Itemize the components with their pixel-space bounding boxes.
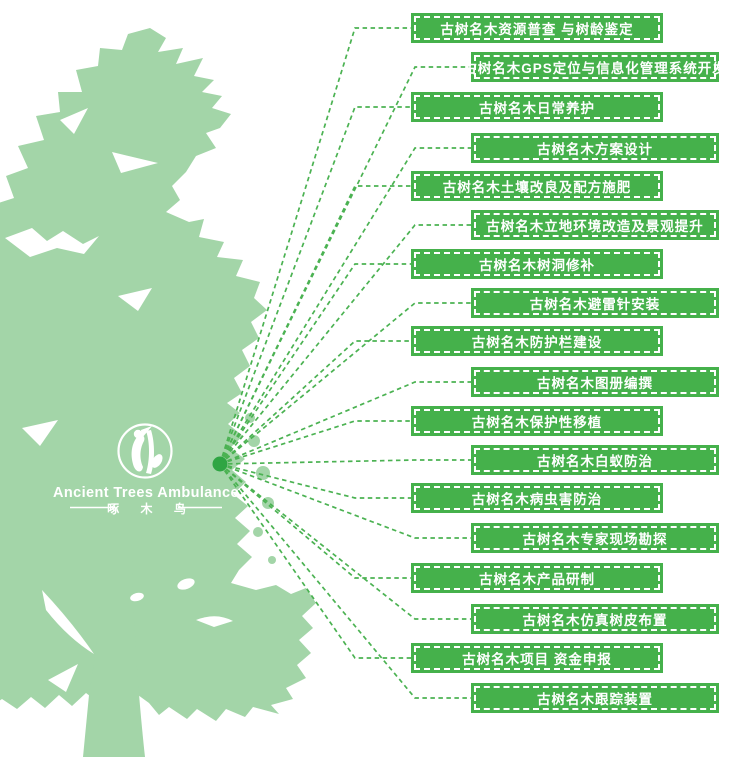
connector-line — [219, 463, 411, 659]
service-box-10: 古树名木图册编撰 — [471, 367, 719, 397]
tree-silhouette — [0, 28, 316, 757]
logo-title: Ancient Trees Ambulance — [53, 485, 239, 501]
connector-line — [219, 340, 411, 465]
connector-lines — [219, 27, 471, 699]
canopy-gaps — [5, 108, 233, 692]
service-label: 古树名木日常养护 — [479, 101, 595, 116]
connector-line — [219, 459, 471, 465]
service-box-1: 古树名木资源普查 与树龄鉴定 — [411, 13, 663, 43]
hub-dot — [212, 456, 228, 472]
connector-line — [219, 463, 471, 699]
service-box-18: 古树名木跟踪装置 — [471, 683, 719, 713]
service-label: 古树名木土壤改良及配方施肥 — [442, 180, 632, 195]
connector-line — [219, 420, 411, 465]
connector-line — [219, 27, 411, 465]
service-box-15: 古树名木产品研制 — [411, 563, 663, 593]
service-box-17: 古树名木项目 资金申报 — [411, 643, 663, 673]
service-label: 古树名木GPS定位与信息化管理系统开发 — [463, 61, 727, 76]
connector-line — [219, 463, 411, 499]
service-box-2: 古树名木GPS定位与信息化管理系统开发 — [463, 52, 727, 82]
service-label: 古树名木跟踪装置 — [537, 692, 653, 707]
service-box-14: 古树名木专家现场勘探 — [471, 523, 719, 553]
service-label: 古树名木保护性移植 — [471, 415, 603, 430]
connector-line — [219, 381, 471, 465]
service-label: 古树名木资源普查 与树龄鉴定 — [440, 22, 634, 37]
service-box-5: 古树名木土壤改良及配方施肥 — [411, 171, 663, 201]
service-label: 古树名木项目 资金申报 — [462, 652, 612, 667]
woodpecker-icon — [131, 426, 163, 474]
service-label: 古树名木树洞修补 — [479, 258, 595, 273]
service-box-7: 古树名木树洞修补 — [411, 249, 663, 279]
service-label: 古树名木立地环境改造及景观提升 — [486, 219, 704, 234]
service-box-16: 古树名木仿真树皮布置 — [471, 604, 719, 634]
service-label: 古树名木产品研制 — [479, 572, 595, 587]
leaf-tuft — [253, 527, 263, 537]
service-label: 古树名木图册编撰 — [537, 376, 653, 391]
connector-line — [219, 463, 471, 539]
connector-line — [219, 106, 411, 465]
logo-subtitle: 啄 木 鸟 — [107, 501, 195, 516]
tree-trunk — [83, 500, 145, 757]
connector-line — [219, 185, 411, 465]
connector-line — [219, 147, 471, 465]
service-box-6: 古树名木立地环境改造及景观提升 — [471, 210, 719, 240]
connector-line — [219, 263, 411, 465]
tree-canopy — [0, 28, 316, 721]
service-label: 古树名木方案设计 — [537, 142, 653, 157]
service-box-9: 古树名木防护栏建设 — [411, 326, 663, 356]
service-label: 古树名木白蚁防治 — [537, 454, 653, 469]
service-label: 古树名木避雷针安装 — [529, 297, 661, 312]
leaf-tuft — [268, 556, 276, 564]
service-label: 古树名木仿真树皮布置 — [522, 613, 668, 628]
connector-line — [219, 224, 471, 465]
service-label: 古树名木防护栏建设 — [471, 335, 603, 350]
service-box-4: 古树名木方案设计 — [471, 133, 719, 163]
connector-line — [219, 463, 411, 579]
service-label: 古树名木专家现场勘探 — [522, 532, 668, 547]
service-box-13: 古树名木病虫害防治 — [411, 483, 663, 513]
service-box-12: 古树名木白蚁防治 — [471, 445, 719, 475]
connector-line — [219, 302, 471, 465]
service-box-11: 古树名木保护性移植 — [411, 406, 663, 436]
service-box-8: 古树名木避雷针安装 — [471, 288, 719, 318]
logo: Ancient Trees Ambulance 啄 木 鸟 — [53, 423, 239, 516]
service-box-3: 古树名木日常养护 — [411, 92, 663, 122]
connector-line — [219, 463, 471, 620]
logo-circle-icon — [117, 423, 173, 479]
service-label: 古树名木病虫害防治 — [471, 492, 603, 507]
